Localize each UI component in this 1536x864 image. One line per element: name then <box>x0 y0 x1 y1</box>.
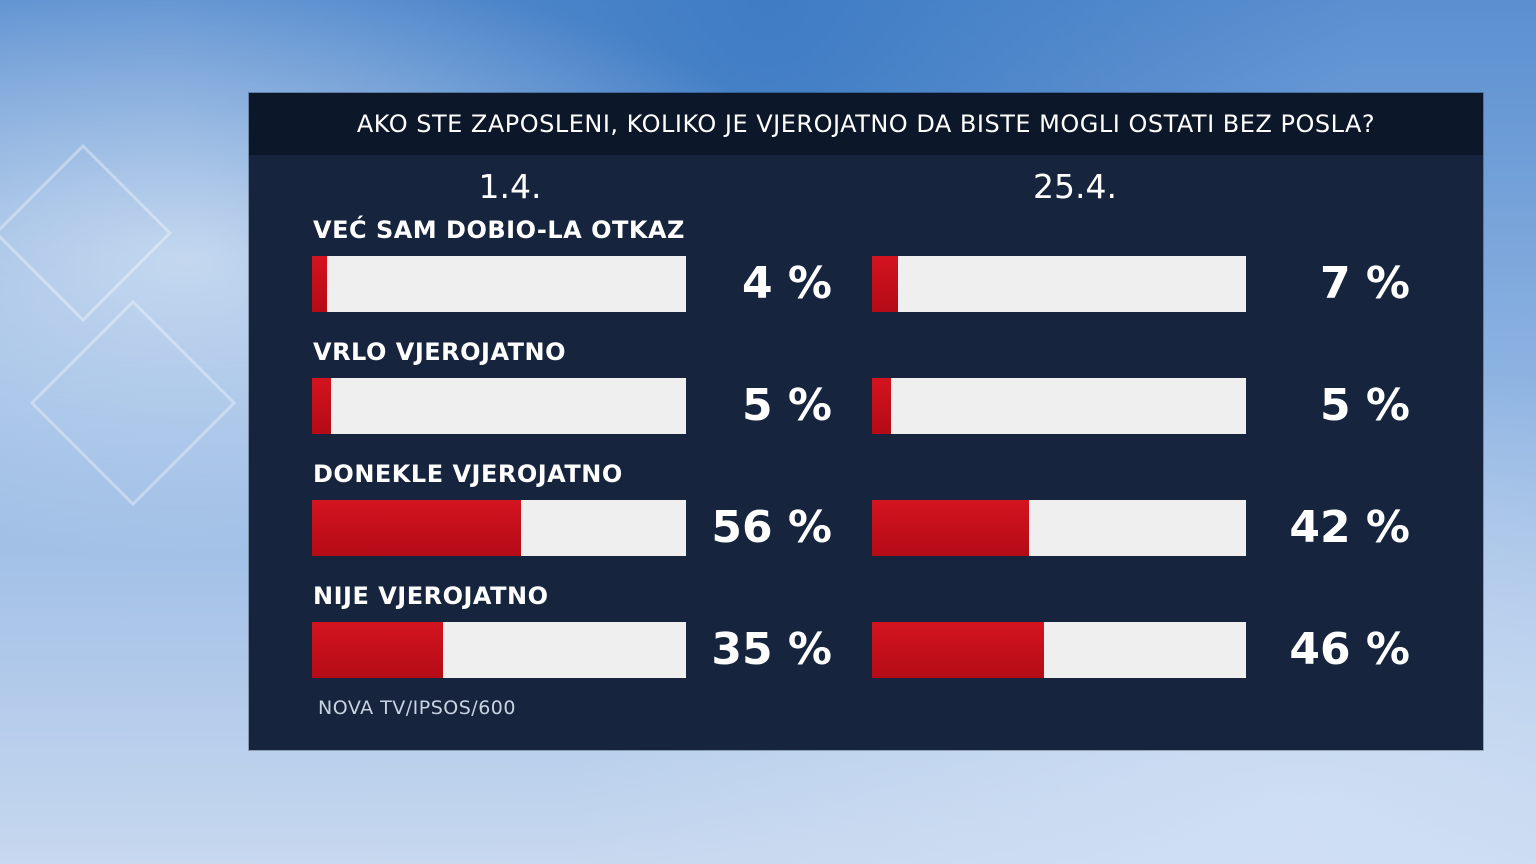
chart-panel: AKO STE ZAPOSLENI, KOLIKO JE VJEROJATNO … <box>249 93 1483 750</box>
bar-track <box>312 378 686 434</box>
bar <box>872 622 1045 678</box>
bar <box>872 500 1030 556</box>
category-label: DONEKLE VJEROJATNO <box>313 460 623 488</box>
bar-track <box>312 500 686 556</box>
bar <box>872 378 891 434</box>
data-label: 5 % <box>1319 380 1410 431</box>
data-label: 56 % <box>711 502 832 553</box>
data-label: 35 % <box>711 624 832 675</box>
bar-track <box>872 500 1246 556</box>
bar-track <box>872 622 1246 678</box>
source-note: NOVA TV/IPSOS/600 <box>318 697 516 719</box>
series-label-1: 1.4. <box>478 167 542 206</box>
category-label: VEĆ SAM DOBIO-LA OTKAZ <box>313 216 685 244</box>
bar <box>872 256 899 312</box>
background-decoration <box>29 299 237 507</box>
series-label-2: 25.4. <box>1033 167 1117 206</box>
data-label: 4 % <box>741 258 832 309</box>
data-label: 5 % <box>741 380 832 431</box>
data-label: 42 % <box>1289 502 1410 553</box>
bar <box>312 622 443 678</box>
bar-track <box>312 256 686 312</box>
chart-title: AKO STE ZAPOSLENI, KOLIKO JE VJEROJATNO … <box>356 110 1376 138</box>
bar-track <box>872 378 1246 434</box>
data-label: 46 % <box>1289 624 1410 675</box>
category-label: NIJE VJEROJATNO <box>313 582 549 610</box>
bar-track <box>872 256 1246 312</box>
bar <box>312 378 331 434</box>
category-label: VRLO VJEROJATNO <box>313 338 567 366</box>
background-decoration <box>0 143 173 323</box>
data-label: 7 % <box>1319 258 1410 309</box>
bar-track <box>312 622 686 678</box>
bar <box>312 256 327 312</box>
title-bar: AKO STE ZAPOSLENI, KOLIKO JE VJEROJATNO … <box>249 93 1483 155</box>
bar <box>312 500 522 556</box>
